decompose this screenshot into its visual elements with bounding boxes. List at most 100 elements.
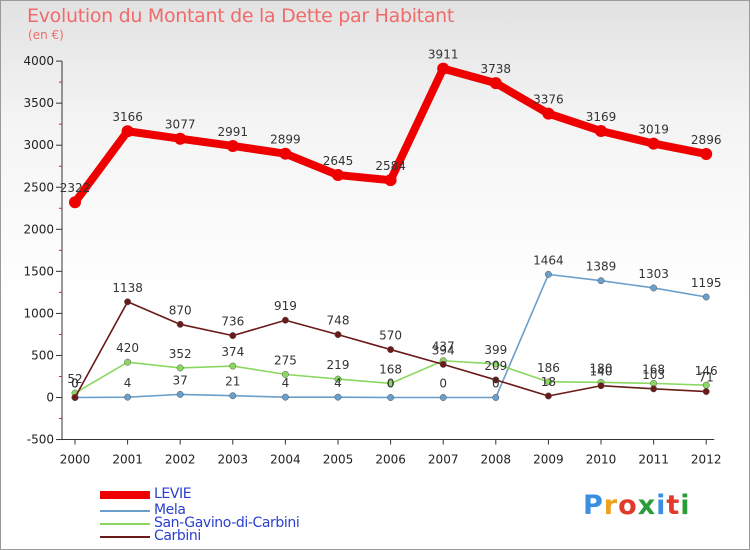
data-label: 437 xyxy=(432,340,455,354)
x-tick-label: 2007 xyxy=(428,453,459,467)
data-label: 2896 xyxy=(691,133,722,147)
data-point xyxy=(647,137,660,150)
data-point xyxy=(174,132,187,145)
y-tick-label: 4000 xyxy=(23,54,54,68)
data-point xyxy=(439,394,447,401)
data-label: 275 xyxy=(274,353,297,367)
legend-label-carbini: Carbini xyxy=(154,528,201,544)
data-label: 3019 xyxy=(638,123,669,137)
x-tick-label: 2010 xyxy=(586,453,617,467)
data-point xyxy=(492,360,500,368)
data-label: 374 xyxy=(221,345,244,359)
x-tick-label: 2005 xyxy=(323,453,354,467)
y-tick-label: 1500 xyxy=(23,264,54,278)
logo-letter: r xyxy=(603,490,619,521)
data-label: 2322 xyxy=(60,181,91,195)
data-point xyxy=(176,364,184,372)
x-tick-label: 2012 xyxy=(691,453,722,467)
data-label: 219 xyxy=(327,358,350,372)
x-tick-label: 2002 xyxy=(165,453,196,467)
data-label: 2584 xyxy=(375,159,406,173)
data-label: 0 xyxy=(71,377,79,391)
data-label: 168 xyxy=(379,362,402,376)
data-point xyxy=(281,316,289,324)
data-label: 0 xyxy=(71,377,79,391)
data-label: 3376 xyxy=(533,93,564,107)
x-tick-label: 2009 xyxy=(533,453,564,467)
data-point xyxy=(229,362,237,370)
data-label: 1303 xyxy=(638,267,669,281)
y-tick-label: 1000 xyxy=(23,306,54,320)
data-point xyxy=(334,375,342,383)
data-label: 2899 xyxy=(270,133,301,147)
data-point xyxy=(71,394,79,401)
data-point xyxy=(334,393,342,401)
logo-letter: P xyxy=(583,490,604,521)
legend-swatch-san-gavino xyxy=(100,523,150,525)
y-tick-label: 500 xyxy=(31,348,54,362)
data-label: 103 xyxy=(642,368,665,382)
logo-letter: i xyxy=(680,490,691,521)
data-point xyxy=(176,390,184,398)
proxiti-logo: Proxiti xyxy=(583,490,691,521)
data-label: 2645 xyxy=(323,154,354,168)
data-point xyxy=(492,394,500,401)
y-tick-label: -500 xyxy=(27,433,54,447)
legend-label-levie: LEVIE xyxy=(154,486,192,502)
x-tick-label: 2004 xyxy=(270,453,301,467)
data-point xyxy=(229,392,237,400)
data-label: 180 xyxy=(590,361,613,375)
data-label: 186 xyxy=(537,361,560,375)
data-point xyxy=(387,379,395,387)
x-tick-label: 2008 xyxy=(481,453,512,467)
data-label: 21 xyxy=(225,375,240,389)
data-point xyxy=(229,332,237,340)
data-label: 1138 xyxy=(112,281,143,295)
data-point xyxy=(279,147,292,160)
data-label: 18 xyxy=(541,375,556,389)
data-point xyxy=(384,174,397,187)
data-point xyxy=(124,393,132,401)
data-label: 0 xyxy=(387,377,395,391)
data-point xyxy=(437,62,450,75)
data-label: 919 xyxy=(274,299,297,313)
data-label: 3738 xyxy=(481,62,512,76)
data-point xyxy=(387,394,395,401)
data-point xyxy=(492,376,500,384)
chart-title: Evolution du Montant de la Dette par Hab… xyxy=(27,5,455,27)
data-label: 420 xyxy=(116,341,139,355)
y-tick-label: 0 xyxy=(46,391,54,405)
y-tick-label: 2500 xyxy=(23,180,54,194)
data-point xyxy=(544,270,552,278)
data-point xyxy=(281,370,289,378)
data-label: 352 xyxy=(169,347,192,361)
data-point xyxy=(226,139,239,152)
data-point xyxy=(542,107,555,120)
data-label: 3169 xyxy=(586,110,617,124)
data-point xyxy=(650,284,658,292)
x-tick-label: 2001 xyxy=(112,453,143,467)
data-point xyxy=(597,382,605,390)
chart-subtitle: (en €) xyxy=(28,28,64,42)
data-label: 4 xyxy=(334,376,342,390)
data-label: 146 xyxy=(695,364,718,378)
data-point xyxy=(544,392,552,400)
data-label: 748 xyxy=(327,314,350,328)
data-point xyxy=(439,360,447,368)
data-label: 394 xyxy=(432,343,455,357)
x-tick-label: 2006 xyxy=(375,453,406,467)
data-point xyxy=(595,124,607,137)
data-label: 3166 xyxy=(112,110,143,124)
data-label: 168 xyxy=(642,362,665,376)
x-tick-label: 2011 xyxy=(638,453,669,467)
legend-swatch-carbini xyxy=(100,536,150,538)
data-label: 3911 xyxy=(428,48,459,62)
data-label: 736 xyxy=(221,315,244,329)
data-point xyxy=(597,277,605,285)
data-point xyxy=(702,293,710,301)
x-tick-label: 2000 xyxy=(60,453,91,467)
data-point xyxy=(124,298,132,306)
data-point xyxy=(387,346,395,354)
